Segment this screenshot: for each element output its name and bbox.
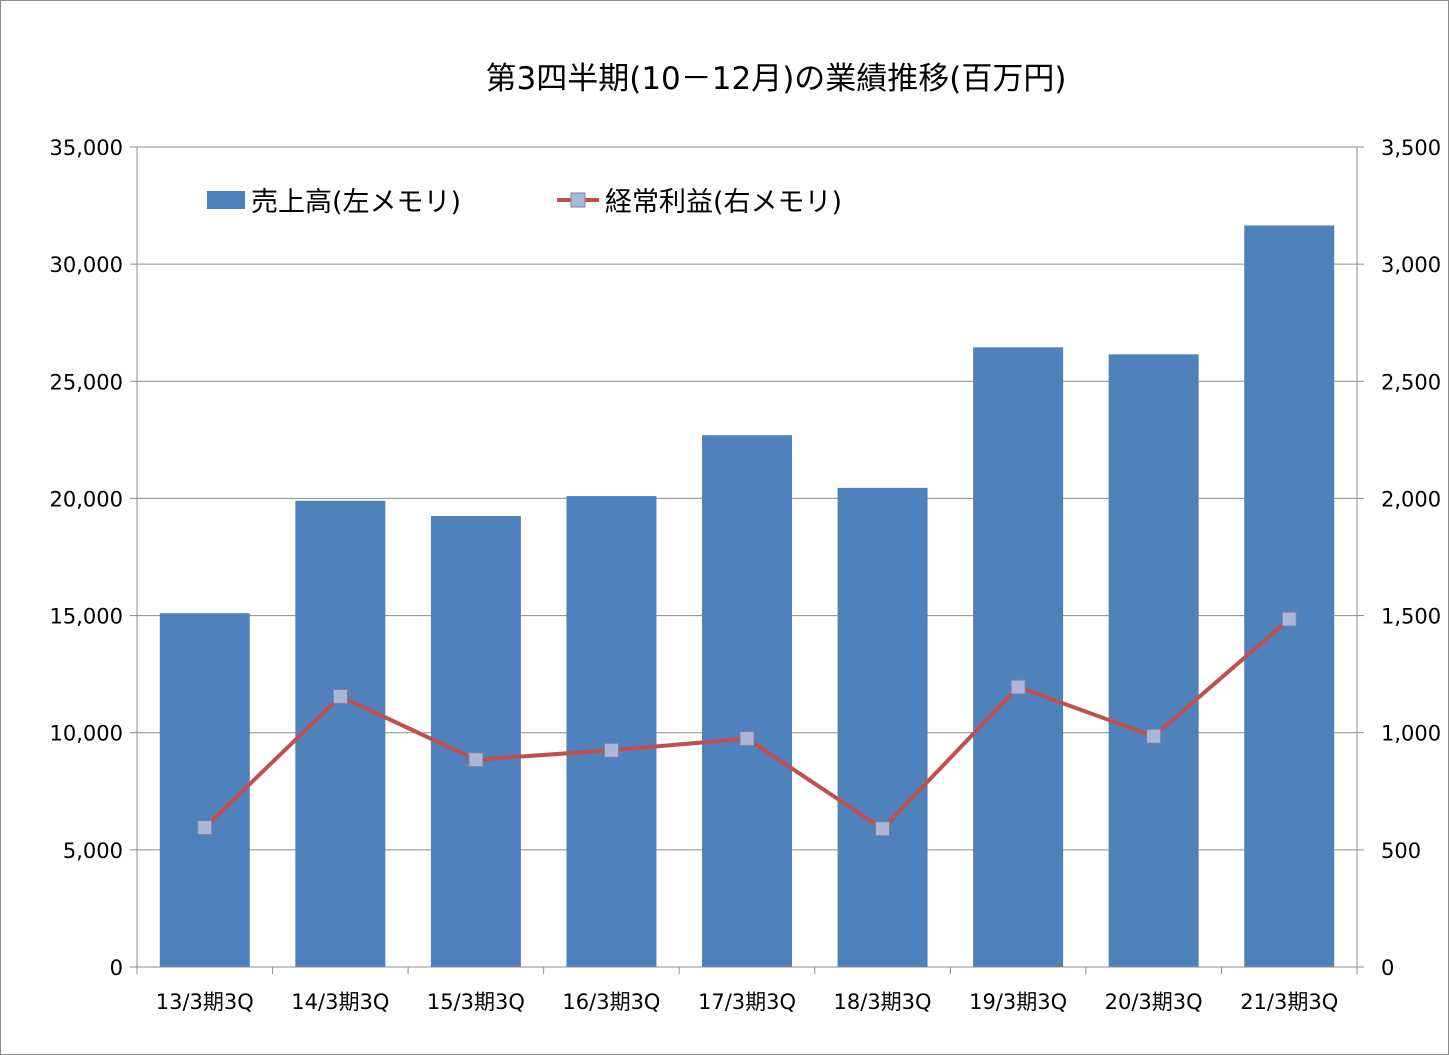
legend-line-label: 経常利益(右メモリ) (605, 187, 842, 218)
left-tick-label: 0 (110, 956, 123, 980)
right-tick-label: 0 (1381, 956, 1394, 980)
line-point (739, 731, 755, 747)
left-tick-label: 20,000 (50, 487, 123, 511)
line-point (875, 821, 891, 837)
right-tick-label: 500 (1381, 839, 1421, 863)
x-tick-label: 19/3期3Q (969, 990, 1067, 1014)
right-tick-label: 1,500 (1381, 605, 1441, 629)
x-tick-label: 20/3期3Q (1105, 990, 1203, 1014)
left-tick-label: 15,000 (50, 605, 123, 629)
legend-bar-label: 売上高(左メモリ) (251, 187, 461, 218)
x-tick-label: 16/3期3Q (562, 990, 660, 1014)
right-axis-ticks: 0 500 1,000 1,500 2,000 2,500 3,000 3,500 (1381, 136, 1441, 980)
x-tick-label: 13/3期3Q (156, 990, 254, 1014)
bar (702, 435, 792, 968)
bar-series (159, 225, 1335, 968)
right-tick-label: 2,500 (1381, 370, 1441, 394)
right-tick-label: 2,000 (1381, 487, 1441, 511)
bar (1108, 354, 1199, 967)
left-tick-label: 10,000 (50, 722, 123, 746)
x-tick-label: 17/3期3Q (698, 990, 796, 1014)
bar (159, 613, 250, 967)
legend-bar-swatch (207, 191, 245, 209)
line-point (1146, 728, 1162, 744)
right-tick-label: 3,000 (1381, 253, 1441, 277)
legend-line-marker (570, 192, 586, 208)
left-tick-label: 25,000 (50, 370, 123, 394)
bar (566, 496, 657, 967)
bar (1244, 225, 1335, 967)
line-point (603, 742, 619, 758)
bar (295, 500, 386, 967)
line-point (1281, 611, 1297, 627)
bar (430, 516, 521, 967)
axes (130, 146, 1364, 974)
legend: 売上高(左メモリ) 経常利益(右メモリ) (207, 187, 842, 218)
x-tick-label: 14/3期3Q (291, 990, 389, 1014)
right-tick-label: 3,500 (1381, 136, 1441, 160)
chart-title: 第3四半期(10－12月)の業績推移(百万円) (486, 61, 1067, 97)
left-tick-label: 35,000 (50, 136, 123, 160)
x-tick-label: 21/3期3Q (1240, 990, 1338, 1014)
line-point (197, 820, 213, 836)
line-point (332, 688, 348, 704)
left-tick-label: 5,000 (63, 839, 123, 863)
x-tick-label: 18/3期3Q (834, 990, 932, 1014)
left-axis-ticks: 0 5,000 10,000 15,000 20,000 25,000 30,000 35,0… (50, 136, 123, 980)
right-tick-label: 1,000 (1381, 722, 1441, 746)
line-point (1010, 679, 1026, 695)
x-axis-ticks: 13/3期3Q 14/3期3Q 15/3期3Q 16/3期3Q 17/3期3Q 18/3期… (156, 990, 1339, 1014)
x-tick-label: 15/3期3Q (427, 990, 525, 1014)
line-point (468, 752, 484, 768)
bar (837, 487, 928, 967)
line-series (197, 611, 1297, 837)
left-tick-label: 30,000 (50, 253, 123, 277)
bar (973, 347, 1064, 967)
